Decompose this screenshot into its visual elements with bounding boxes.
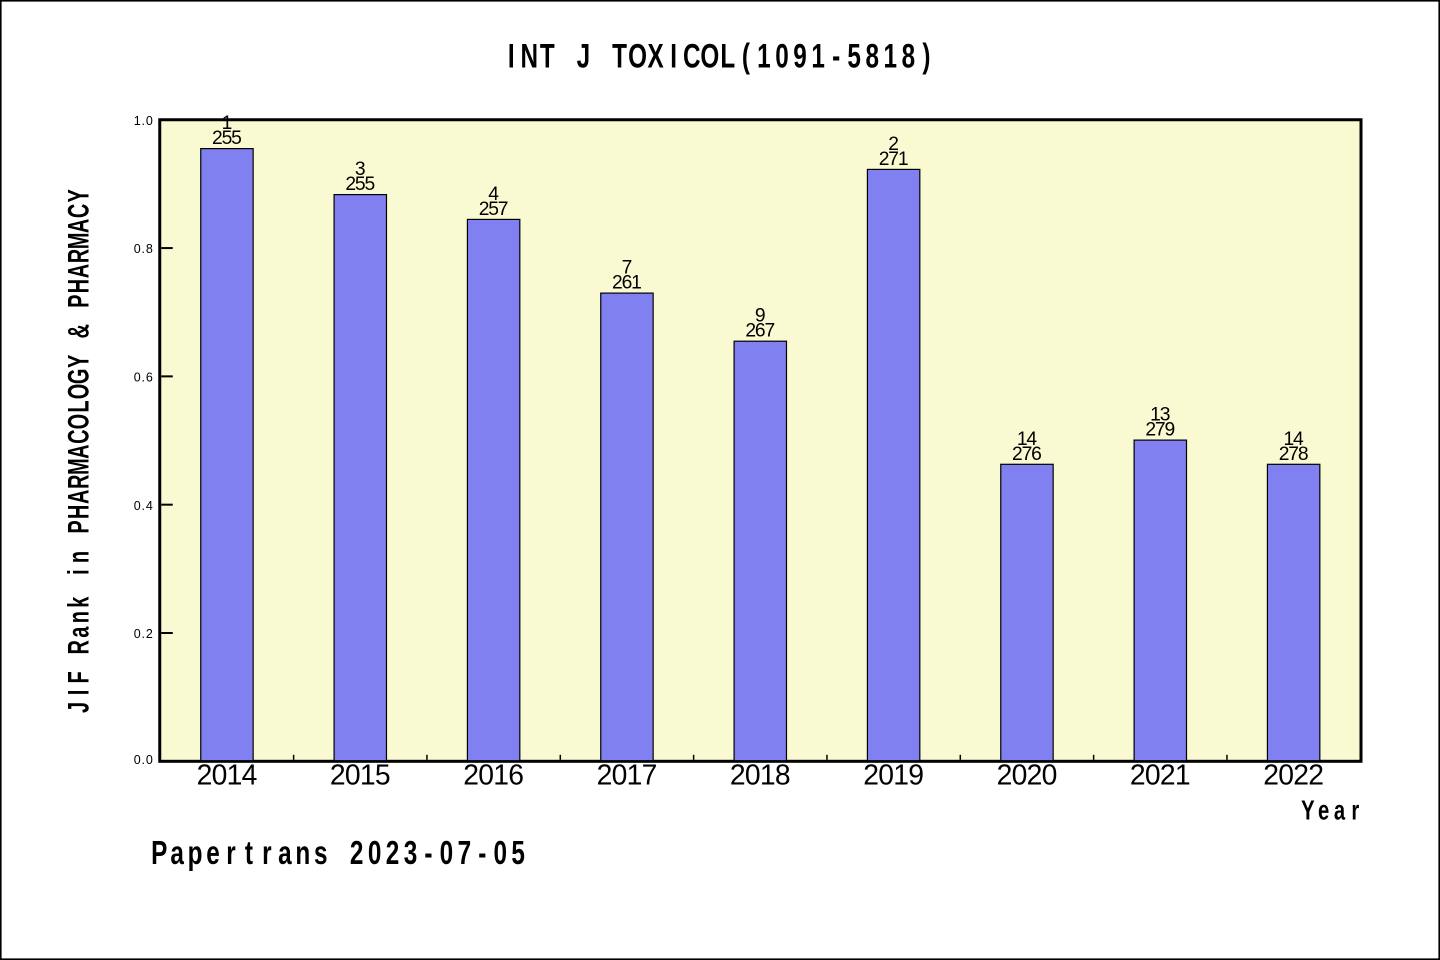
svg-text:Papertrans 2023-07-05: Papertrans 2023-07-05: [151, 836, 525, 873]
svg-text:2021: 2021: [1130, 759, 1191, 791]
svg-text:267: 267: [745, 321, 775, 342]
svg-text:INT J TOXICOL(1091-5818): INT J TOXICOL(1091-5818): [508, 37, 931, 75]
svg-text:1.0: 1.0: [134, 114, 153, 128]
svg-text:279: 279: [1145, 420, 1175, 441]
svg-text:276: 276: [1012, 444, 1042, 465]
svg-text:JIF Rank in PHARMACOLOGY & PHA: JIF Rank in PHARMACOLOGY & PHARMACY: [63, 189, 96, 713]
svg-text:2022: 2022: [1263, 759, 1324, 791]
svg-text:0.0: 0.0: [134, 753, 153, 767]
svg-text:2014: 2014: [197, 759, 258, 791]
svg-text:4: 4: [488, 184, 499, 205]
svg-text:257: 257: [479, 199, 509, 220]
svg-text:2015: 2015: [330, 759, 391, 791]
svg-text:7: 7: [622, 258, 633, 279]
svg-text:2016: 2016: [463, 759, 524, 791]
svg-text:3: 3: [355, 159, 366, 180]
svg-text:0.4: 0.4: [134, 499, 153, 513]
svg-text:2: 2: [888, 134, 899, 155]
svg-text:0.8: 0.8: [134, 242, 153, 256]
svg-text:255: 255: [345, 174, 375, 195]
svg-text:0.6: 0.6: [134, 371, 153, 385]
svg-text:2020: 2020: [997, 759, 1058, 791]
svg-text:2019: 2019: [863, 759, 924, 791]
svg-text:255: 255: [212, 128, 242, 149]
svg-text:278: 278: [1279, 444, 1309, 465]
svg-text:14: 14: [1283, 429, 1304, 450]
svg-text:14: 14: [1017, 429, 1038, 450]
svg-text:0.2: 0.2: [134, 627, 153, 641]
svg-text:9: 9: [755, 306, 766, 327]
svg-text:2018: 2018: [730, 759, 791, 791]
svg-text:13: 13: [1150, 405, 1170, 426]
svg-text:1: 1: [222, 113, 233, 134]
svg-text:2017: 2017: [597, 759, 658, 791]
svg-text:261: 261: [612, 273, 642, 294]
svg-text:271: 271: [879, 149, 909, 170]
